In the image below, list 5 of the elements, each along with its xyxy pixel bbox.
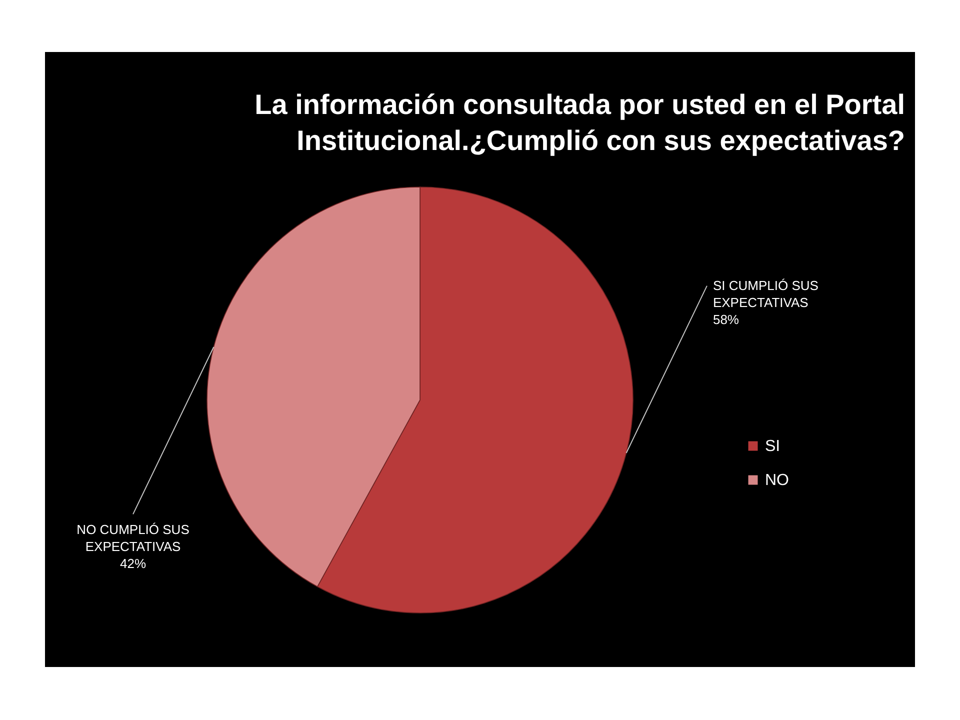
data-label: SI CUMPLIÓ SUS EXPECTATIVAS 58% [712, 278, 819, 327]
data-label: NO CUMPLIÓ SUS EXPECTATIVAS 42% [76, 522, 190, 572]
legend-label: NO [765, 472, 789, 489]
chart-title: La información consultada por usted en el Portal Institucional.¿Cumplió con sus expectativas? [254, 89, 905, 156]
legend-label: SI [765, 438, 780, 455]
